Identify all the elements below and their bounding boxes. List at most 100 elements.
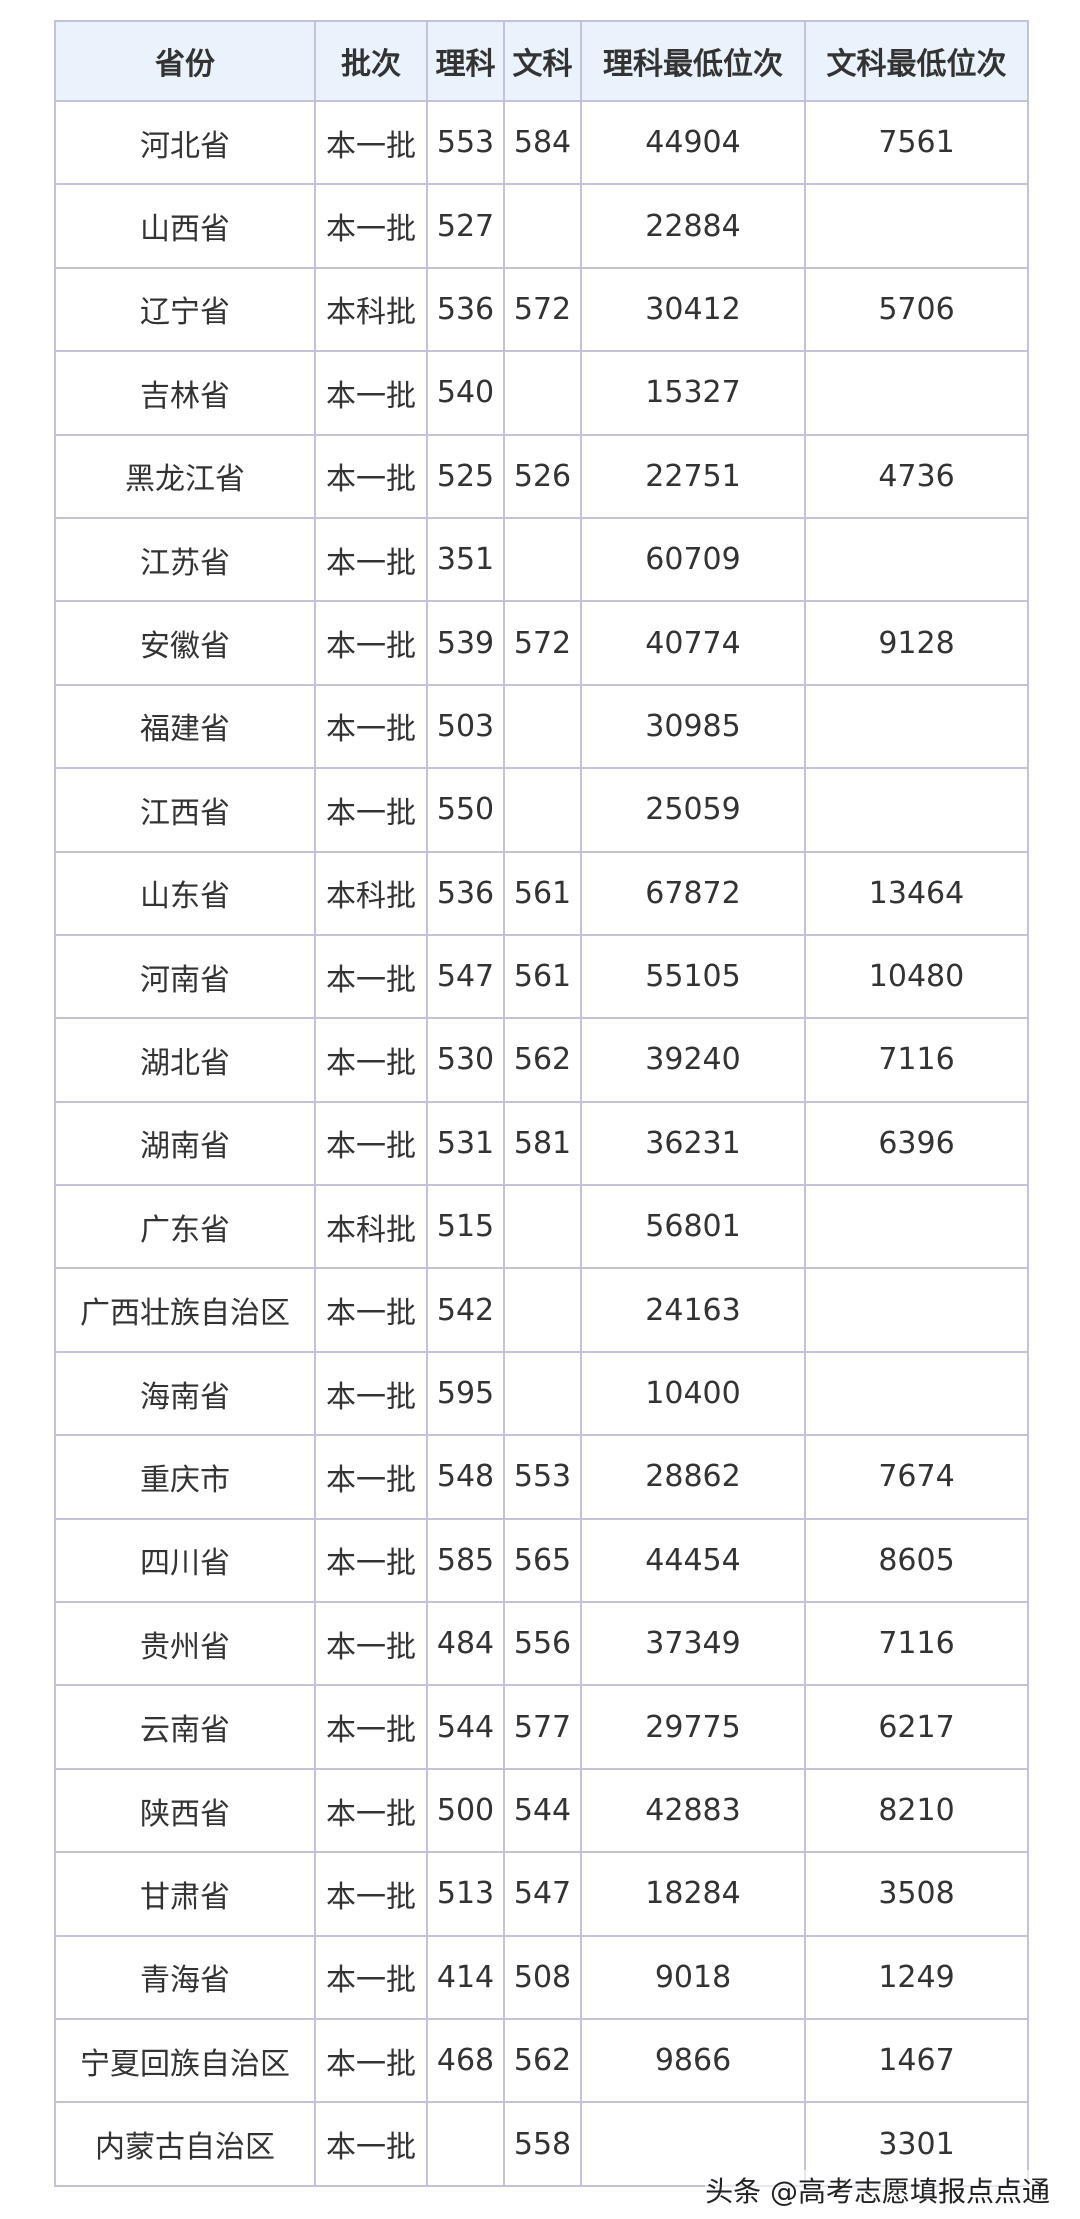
table-cell: 22751 — [580, 433, 806, 519]
table-cell: 3508 — [804, 1851, 1029, 1937]
table-row: 福建省 本一批 503 30985 — [54, 683, 1029, 770]
table-cell: 安徽省 — [54, 600, 316, 686]
table-cell: 广东省 — [54, 1184, 316, 1270]
table-cell: 351 — [426, 516, 505, 603]
header-cell: 文科 — [503, 20, 582, 102]
table-cell — [426, 2101, 505, 2187]
table-row: 湖北省 本一批 530 562 39240 7116 — [54, 1017, 1029, 1103]
table-cell: 甘肃省 — [54, 1851, 316, 1937]
table-cell: 60709 — [580, 516, 806, 603]
table-cell: 1249 — [804, 1934, 1029, 2020]
table-cell: 河北省 — [54, 99, 316, 186]
table-cell: 581 — [503, 1100, 582, 1187]
table-cell: 9128 — [804, 600, 1029, 686]
table-cell: 本一批 — [314, 1851, 428, 1937]
table-cell: 1467 — [804, 2017, 1029, 2104]
table-cell: 本一批 — [314, 1267, 428, 1353]
table-cell: 565 — [503, 1517, 582, 1604]
table-cell: 本一批 — [314, 1767, 428, 1854]
table-cell: 本一批 — [314, 1684, 428, 1770]
table-cell: 536 — [426, 850, 505, 936]
table-cell — [503, 1184, 582, 1270]
table-cell: 湖北省 — [54, 1017, 316, 1103]
table-row: 安徽省 本一批 539 572 40774 9128 — [54, 600, 1029, 686]
table-cell: 本一批 — [314, 1601, 428, 1687]
table-cell: 547 — [503, 1851, 582, 1937]
table-cell: 22884 — [580, 183, 806, 269]
table-cell: 4736 — [804, 433, 1029, 519]
table-cell: 542 — [426, 1267, 505, 1353]
table-cell: 515 — [426, 1184, 505, 1270]
table-cell: 561 — [503, 850, 582, 936]
table-cell: 8210 — [804, 1767, 1029, 1854]
header-row: 省份 批次 理科 文科 理科最低位次 文科最低位次 — [54, 20, 1029, 102]
table-cell — [503, 350, 582, 436]
table-cell: 539 — [426, 600, 505, 686]
table-cell: 7116 — [804, 1601, 1029, 1687]
table-row: 江苏省 本一批 351 60709 — [54, 516, 1029, 603]
table-cell: 553 — [426, 99, 505, 186]
table-row: 江西省 本一批 550 25059 — [54, 767, 1029, 853]
table-cell: 河南省 — [54, 933, 316, 1020]
table-cell — [503, 683, 582, 770]
table-cell: 重庆市 — [54, 1434, 316, 1520]
table-row: 广东省 本科批 515 56801 — [54, 1184, 1029, 1270]
table-cell: 本一批 — [314, 2017, 428, 2104]
table-cell: 42883 — [580, 1767, 806, 1854]
table-cell: 24163 — [580, 1267, 806, 1353]
table-cell: 本一批 — [314, 183, 428, 269]
table-cell: 548 — [426, 1434, 505, 1520]
table-cell — [804, 183, 1029, 269]
table-cell: 595 — [426, 1350, 505, 1437]
table-row: 吉林省 本一批 540 15327 — [54, 350, 1029, 436]
table-cell: 本一批 — [314, 933, 428, 1020]
table-row: 广西壮族自治区 本一批 542 24163 — [54, 1267, 1029, 1353]
table-row: 黑龙江省 本一批 525 526 22751 4736 — [54, 433, 1029, 519]
table-cell: 9866 — [580, 2017, 806, 2104]
table-cell: 44904 — [580, 99, 806, 186]
table-cell: 525 — [426, 433, 505, 519]
table-cell: 28862 — [580, 1434, 806, 1520]
table-cell: 562 — [503, 2017, 582, 2104]
table-cell: 561 — [503, 933, 582, 1020]
table-cell: 37349 — [580, 1601, 806, 1687]
table-cell: 福建省 — [54, 683, 316, 770]
table-cell: 贵州省 — [54, 1601, 316, 1687]
table-cell: 陕西省 — [54, 1767, 316, 1854]
table-cell: 广西壮族自治区 — [54, 1267, 316, 1353]
table-cell: 本一批 — [314, 1100, 428, 1187]
table-cell — [503, 183, 582, 269]
score-table: 省份 批次 理科 文科 理科最低位次 文科最低位次 河北省 本一批 553 584 44904 75… — [54, 20, 1029, 2187]
table-row: 贵州省 本一批 484 556 37349 7116 — [54, 1601, 1029, 1687]
table-cell: 内蒙古自治区 — [54, 2101, 316, 2187]
table-cell: 40774 — [580, 600, 806, 686]
table-cell: 15327 — [580, 350, 806, 436]
table-cell: 18284 — [580, 1851, 806, 1937]
table-cell: 13464 — [804, 850, 1029, 936]
table-row: 宁夏回族自治区 本一批 468 562 9866 1467 — [54, 2017, 1029, 2104]
table-cell: 10400 — [580, 1350, 806, 1437]
table-cell: 本一批 — [314, 516, 428, 603]
table-cell: 29775 — [580, 1684, 806, 1770]
table-cell: 青海省 — [54, 1934, 316, 2020]
table-cell: 513 — [426, 1851, 505, 1937]
table-cell: 530 — [426, 1017, 505, 1103]
table-cell: 本一批 — [314, 99, 428, 186]
table-cell: 25059 — [580, 767, 806, 853]
table-cell: 414 — [426, 1934, 505, 2020]
table-row: 辽宁省 本科批 536 572 30412 5706 — [54, 266, 1029, 353]
table-container: 省份 批次 理科 文科 理科最低位次 文科最低位次 河北省 本一批 553 584 44904 75… — [54, 20, 1029, 2187]
table-cell: 8605 — [804, 1517, 1029, 1604]
table-cell: 本一批 — [314, 600, 428, 686]
table-cell: 江苏省 — [54, 516, 316, 603]
table-cell — [804, 683, 1029, 770]
table-cell: 55105 — [580, 933, 806, 1020]
table-cell: 本一批 — [314, 1017, 428, 1103]
table-cell — [503, 1267, 582, 1353]
table-cell: 云南省 — [54, 1684, 316, 1770]
table-cell: 10480 — [804, 933, 1029, 1020]
table-cell: 7674 — [804, 1434, 1029, 1520]
table-cell: 6217 — [804, 1684, 1029, 1770]
table-row: 云南省 本一批 544 577 29775 6217 — [54, 1684, 1029, 1770]
table-cell: 500 — [426, 1767, 505, 1854]
